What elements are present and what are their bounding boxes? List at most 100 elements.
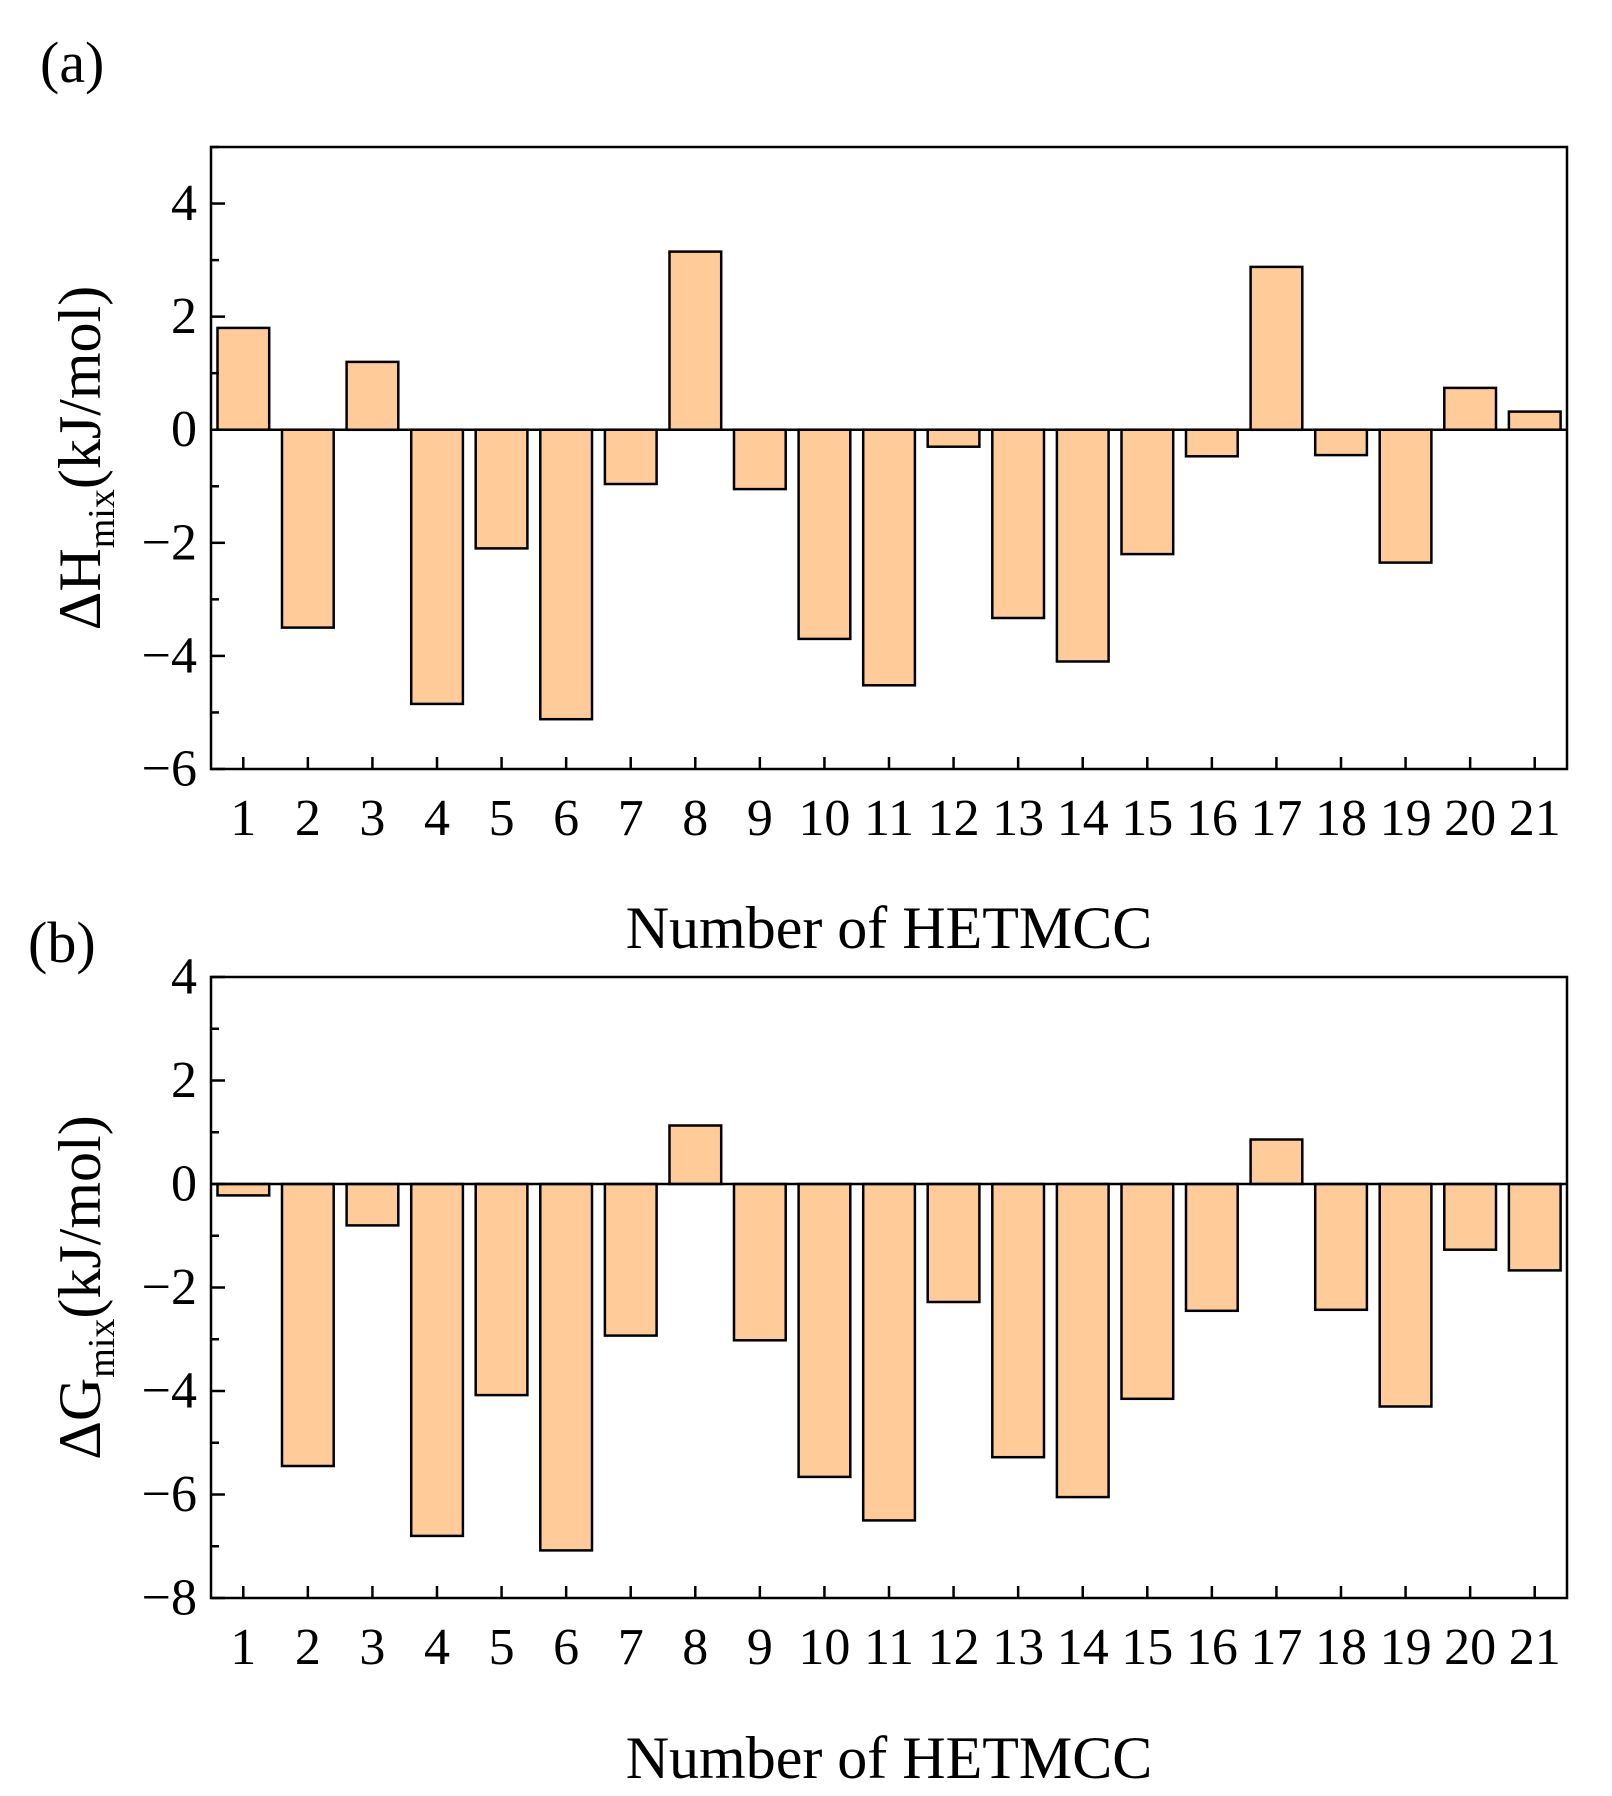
bar-10 [797,428,852,641]
bar-17 [1249,265,1304,432]
y-axis-title-subscript: mix [81,1319,123,1378]
bar-5 [474,1182,529,1397]
x-tick-label: 20 [1444,1619,1496,1676]
bar-8 [668,250,723,431]
y-tick-label: 4 [171,949,197,1006]
x-tick-label: 11 [864,1619,914,1676]
x-tick-label: 13 [992,1619,1044,1676]
x-tick-label: 4 [424,790,450,847]
x-tick-label: 19 [1380,1619,1432,1676]
panel-label: (b) [28,910,96,975]
bar-21 [1507,410,1562,431]
x-tick-label: 12 [928,1619,980,1676]
x-tick-label: 8 [682,790,708,847]
x-tick-label: 6 [553,790,579,847]
y-axis-title-main: ΔH [47,548,113,630]
x-tick-label: 21 [1509,1619,1561,1676]
x-tick-label: 5 [489,1619,515,1676]
y-tick-label: −6 [142,741,197,798]
y-tick-label: −4 [142,1363,197,1420]
y-axis-title-main: ΔG [47,1378,113,1460]
bar-15 [1120,428,1175,556]
bar-11 [861,428,917,687]
bar-16 [1184,1182,1239,1313]
bar-15 [1120,1182,1175,1401]
bar-19 [1378,428,1433,564]
bar-14 [1055,1182,1110,1499]
bar-6 [539,428,594,721]
x-tick-label: 2 [295,1619,321,1676]
bar-12 [926,428,981,448]
bar-1 [216,1182,271,1197]
bar-12 [926,1182,981,1304]
bar-13 [991,428,1046,620]
y-tick-label: 2 [171,1052,197,1109]
x-tick-label: 3 [359,1619,385,1676]
bar-17 [1249,1138,1304,1186]
y-axis-title-units: (kJ/mol) [47,1115,113,1318]
x-tick-label: 10 [798,1619,850,1676]
x-tick-label: 9 [747,790,773,847]
y-tick-label: −4 [142,627,197,684]
x-tick-label: 1 [230,790,256,847]
x-tick-label: 14 [1057,1619,1109,1676]
bar-19 [1378,1182,1433,1408]
bar-5 [474,428,529,550]
x-tick-label: 3 [359,790,385,847]
x-axis-title: Number of HETMCC [626,895,1153,961]
y-tick-label: 2 [171,288,197,345]
bar-14 [1055,428,1110,663]
bar-20 [1443,386,1498,431]
y-tick-label: 0 [171,1156,197,1213]
x-tick-label: 8 [682,1619,708,1676]
x-tick-label: 18 [1315,790,1367,847]
x-tick-label: 17 [1250,790,1302,847]
x-tick-label: 4 [424,1619,450,1676]
x-tick-label: 2 [295,790,321,847]
bar-3 [345,1182,400,1227]
x-tick-label: 5 [489,790,515,847]
y-tick-label: −2 [142,1259,197,1316]
bar-8 [668,1124,723,1186]
x-tick-label: 17 [1250,1619,1302,1676]
x-tick-label: 13 [992,790,1044,847]
bar-20 [1443,1182,1498,1251]
y-axis-title-units: (kJ/mol) [47,286,113,489]
x-tick-label: 20 [1444,790,1496,847]
bar-18 [1313,428,1369,457]
bar-7 [603,428,658,486]
bar-21 [1507,1182,1562,1272]
x-tick-label: 11 [864,790,914,847]
bar-9 [732,1182,787,1342]
bar-1 [216,326,271,431]
x-tick-label: 15 [1121,790,1173,847]
bar-16 [1184,428,1239,458]
x-tick-label: 9 [747,1619,773,1676]
y-tick-label: 4 [171,175,197,232]
x-tick-label: 7 [618,1619,644,1676]
y-tick-label: −8 [142,1570,197,1627]
y-axis-title: ΔHmix(kJ/mol) [47,286,123,630]
bar-7 [603,1182,658,1337]
panel-label: (a) [40,30,104,95]
x-tick-label: 16 [1186,790,1238,847]
x-tick-label: 14 [1057,790,1109,847]
x-tick-label: 7 [618,790,644,847]
x-tick-label: 12 [928,790,980,847]
y-tick-label: 0 [171,401,197,458]
x-tick-label: 10 [798,790,850,847]
x-axis-title: Number of HETMCC [626,1725,1153,1791]
x-tick-label: 19 [1380,790,1432,847]
bar-3 [345,360,400,432]
bar-2 [280,1182,335,1468]
bar-6 [539,1182,594,1552]
bar-9 [732,428,787,491]
x-tick-label: 15 [1121,1619,1173,1676]
bar-10 [797,1182,852,1479]
bar-4 [409,1182,465,1538]
x-tick-label: 6 [553,1619,579,1676]
bar-13 [991,1182,1046,1459]
